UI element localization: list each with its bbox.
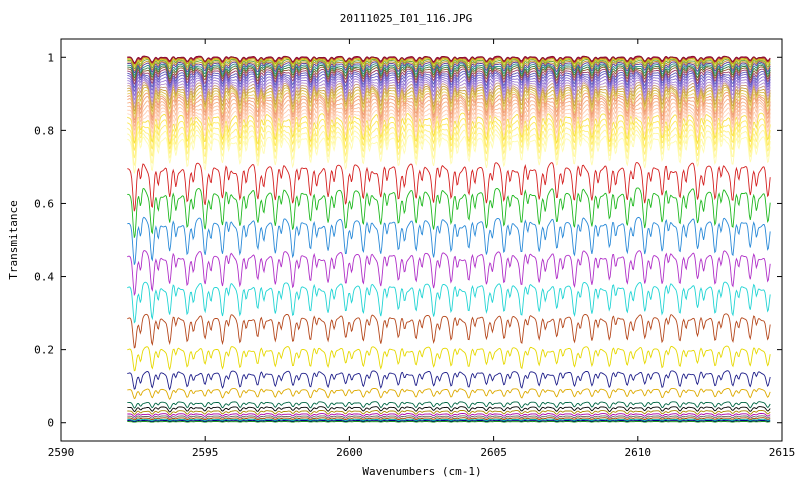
y-axis-ticks: 0 0.2 0.4 0.6 0.8 1	[34, 51, 782, 430]
chart-title: 20111025_I01_116.JPG	[340, 12, 472, 25]
series-line	[127, 58, 771, 70]
series-line	[127, 250, 771, 297]
y-tick-label: 1	[47, 51, 54, 64]
y-axis-label: Transmitance	[7, 200, 20, 279]
series-line	[127, 55, 771, 64]
series-line	[127, 118, 771, 152]
series-line	[127, 98, 771, 129]
x-axis-ticks: 2590 2595 2600 2605 2610 2615	[48, 39, 796, 459]
x-axis-label: Wavenumbers (cm-1)	[362, 465, 481, 478]
series-line	[127, 86, 771, 115]
series-lines	[127, 55, 771, 423]
x-tick-label: 2605	[480, 446, 507, 459]
y-tick-label: 0.6	[34, 197, 54, 210]
x-tick-label: 2615	[769, 446, 796, 459]
series-line	[127, 68, 771, 86]
series-line	[127, 421, 771, 423]
series-line	[127, 162, 771, 212]
series-line	[127, 105, 771, 138]
series-line	[127, 313, 771, 349]
y-tick-label: 0.4	[34, 271, 54, 284]
series-line	[127, 415, 771, 419]
plot-frame	[60, 38, 783, 442]
series-line	[127, 401, 771, 410]
series-line	[127, 66, 771, 82]
series-line	[127, 406, 771, 413]
series-line	[127, 187, 771, 238]
series-line	[127, 60, 771, 73]
series-line	[127, 84, 771, 112]
x-tick-label: 2595	[192, 446, 219, 459]
series-line	[127, 419, 771, 422]
series-line	[127, 112, 771, 145]
series-line	[127, 128, 771, 166]
series-line	[127, 133, 771, 174]
series-line	[127, 418, 771, 422]
series-line	[127, 70, 771, 89]
series-line	[127, 417, 771, 421]
series-line	[127, 345, 771, 372]
series-line	[127, 409, 771, 416]
series-line	[127, 72, 771, 93]
series-line	[127, 89, 771, 118]
series-line	[127, 413, 771, 418]
series-line	[127, 64, 771, 80]
series-line	[127, 91, 771, 121]
series-line	[127, 74, 771, 97]
y-tick-label: 0	[47, 417, 54, 430]
series-line	[127, 370, 771, 391]
series-line	[127, 109, 771, 142]
series-line	[127, 281, 771, 324]
series-line	[127, 61, 771, 75]
x-tick-label: 2590	[48, 446, 75, 459]
x-tick-label: 2610	[625, 446, 652, 459]
series-line	[127, 387, 771, 400]
series-line	[127, 77, 771, 101]
series-line	[127, 82, 771, 109]
series-line	[127, 123, 771, 159]
series-line	[127, 94, 771, 125]
series-line	[127, 57, 771, 68]
series-line	[127, 216, 771, 265]
series-line	[127, 79, 771, 105]
x-tick-label: 2600	[336, 446, 363, 459]
y-tick-label: 0.8	[34, 124, 54, 137]
series-line	[127, 102, 771, 134]
y-tick-label: 0.2	[34, 344, 54, 357]
series-line	[127, 63, 771, 78]
